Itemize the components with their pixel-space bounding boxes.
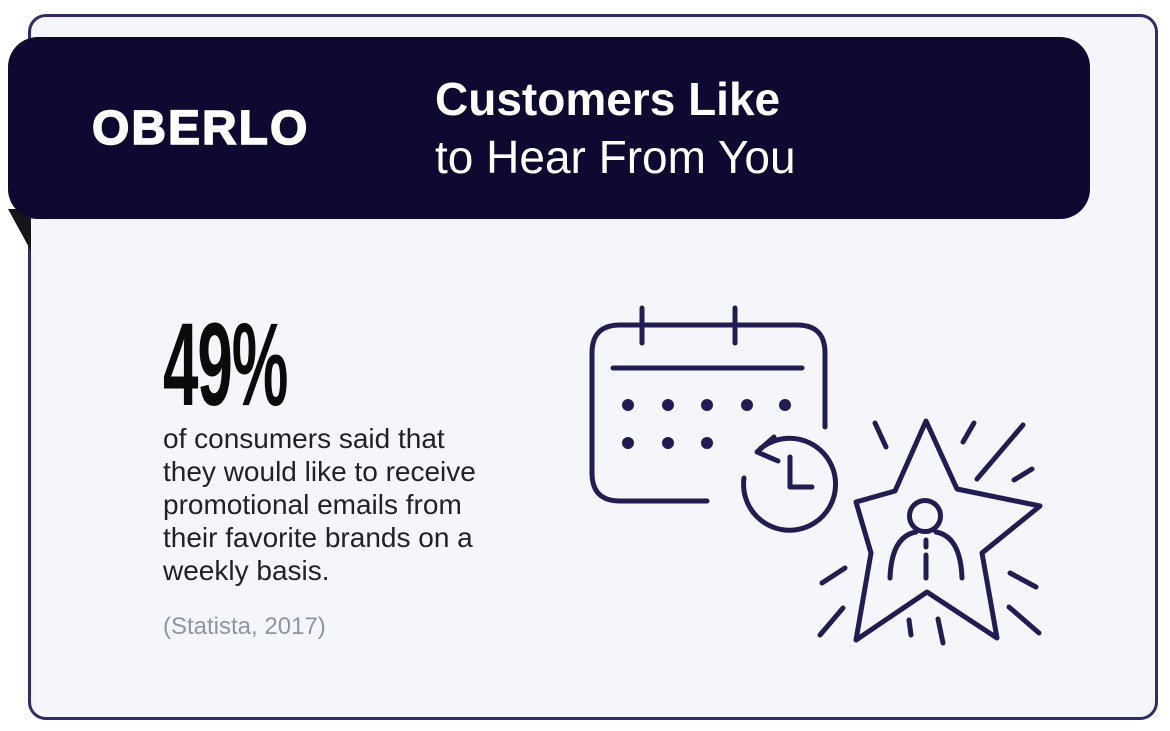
- stat-description-line: weekly basis.: [163, 555, 330, 586]
- stat-description-line: promotional emails from: [163, 489, 462, 520]
- statistic-block: 49% of consumers said that they would li…: [163, 299, 563, 641]
- title-line-2: to Hear From You: [435, 131, 796, 183]
- stat-description-line: of consumers said that: [163, 423, 445, 454]
- stat-value: 49%: [163, 299, 288, 431]
- stat-description: of consumers said that they would like t…: [163, 422, 563, 587]
- title-line-1: Customers Like: [435, 73, 781, 125]
- clock-refresh-icon: [744, 437, 836, 530]
- weekly-email-illustration: [560, 270, 1170, 731]
- page-title: Customers Like to Hear From You: [435, 37, 796, 219]
- header-bar: OBERLO Customers Like to Hear From You: [8, 37, 1090, 219]
- calendar-icon: [592, 308, 825, 501]
- oberlo-logo: OBERLO: [91, 101, 310, 156]
- stat-description-line: their favorite brands on a: [163, 522, 473, 553]
- stat-source: (Statista, 2017): [163, 613, 326, 640]
- star-person-icon: [856, 421, 1040, 640]
- stat-description-line: they would like to receive: [163, 456, 476, 487]
- sparkle-rays: [820, 423, 1039, 643]
